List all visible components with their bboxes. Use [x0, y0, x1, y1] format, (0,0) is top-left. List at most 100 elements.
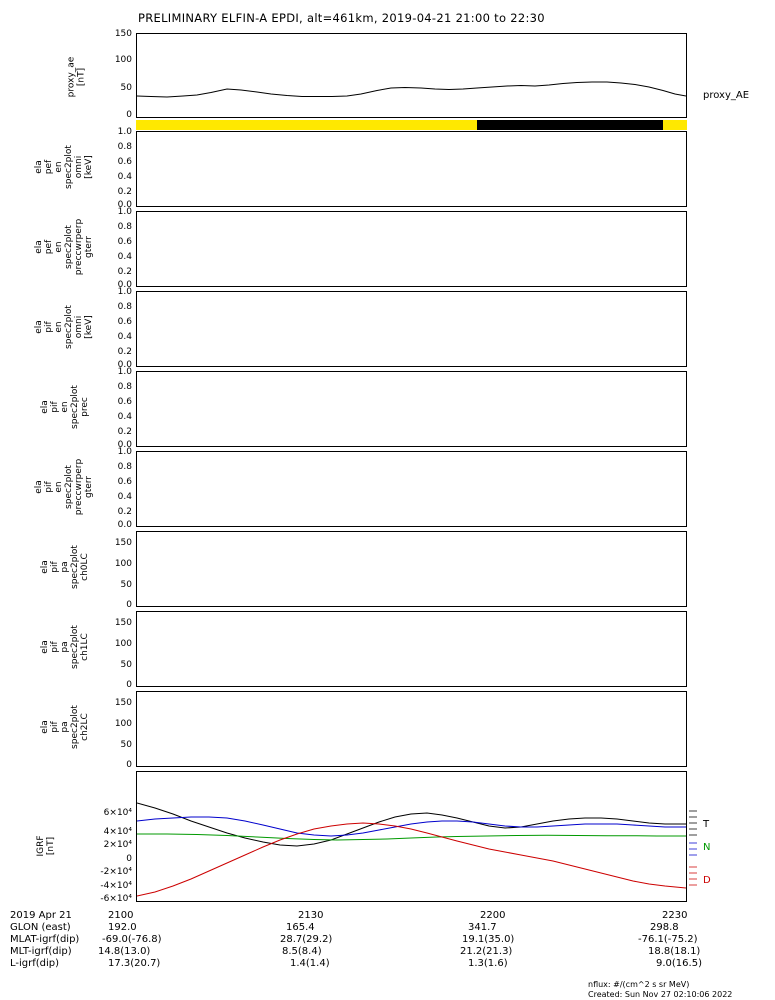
footer-units: nflux: #/(cm^2 s sr MeV)	[588, 980, 690, 989]
page-title: PRELIMINARY ELFIN-A EPDI, alt=461km, 201…	[138, 11, 545, 25]
xaxis-mlat-3: -76.1(-75.2)	[638, 934, 698, 945]
ylabel-p7-l4: spec2plot	[70, 545, 80, 589]
ylabel-p3-l2: pef	[44, 239, 54, 255]
ytick-igrf-m4e4: -4×10⁴	[100, 881, 132, 891]
ytick-p7-50: 50	[120, 580, 132, 590]
ylabel-p2-l2: pef	[44, 159, 54, 175]
panel-ela-pif-en-prec	[136, 371, 687, 447]
ylabel-p7-l1: ela	[40, 560, 50, 574]
ytick-p4-08: 0.8	[117, 302, 132, 312]
ylabel-p8-l5: ch1LC	[80, 633, 90, 661]
ylabel-p9-l5: ch2LC	[80, 713, 90, 741]
ytick-igrf-m6e4: -6×10⁴	[100, 894, 132, 904]
ylabel-p8-l2: pif	[50, 641, 60, 653]
ylabel-p7-l5: ch0LC	[80, 553, 90, 581]
ytick-p4-04: 0.4	[117, 332, 132, 342]
xaxis-glon-2: 341.7	[468, 922, 497, 933]
status-bar-black	[477, 120, 663, 130]
ylabel-ela-pif-en-prec: ela pif en spec2plot prec	[30, 371, 98, 447]
ylabel-p5-l5: prec	[80, 397, 90, 417]
ytick-p6-0: 0.0	[117, 520, 132, 530]
ylabel-ch2LC: ela pif pa spec2plot ch2LC	[30, 691, 98, 767]
ytick-igrf-0: 0	[126, 854, 132, 864]
ytick-p2-08: 0.8	[117, 142, 132, 152]
ylabel-p6-l1: ela	[34, 480, 44, 494]
panel-igrf	[136, 771, 687, 902]
ytick-p2-1: 1.0	[117, 127, 132, 137]
ylabel-p3-l5: preccwrperp	[74, 218, 84, 276]
xaxis-row-label-0: 2019 Apr 21	[10, 910, 72, 921]
ytick-p6-06: 0.6	[117, 477, 132, 487]
ytick-igrf-m2e4: -2×10⁴	[100, 867, 132, 877]
panel-ela-pif-pa-ch1LC	[136, 611, 687, 687]
panel-ela-pif-pa-ch0LC	[136, 531, 687, 607]
xaxis-glon-1: 165.4	[286, 922, 315, 933]
ylabel-p9-l4: spec2plot	[70, 705, 80, 749]
ylabel-p2-l3: en	[54, 161, 64, 173]
ylabel-p6-l3: en	[54, 481, 64, 493]
ylabel-p5-l1: ela	[40, 400, 50, 414]
ytick-p4-0: 0.0	[117, 360, 132, 370]
ylabel-p9-l3: pa	[60, 721, 70, 733]
ylabel-p4-l5: omni	[74, 315, 84, 339]
ytick-p7-100: 100	[114, 559, 132, 569]
ytick-proxy-ae-0: 0	[126, 110, 132, 120]
ytick-p6-1: 1.0	[117, 447, 132, 457]
xtick-2230: 2230	[662, 910, 688, 921]
ylabel-ela-pef-en-preccwrperpgterr: ela pef en spec2plot preccwrperp gterr	[20, 211, 98, 287]
ytick-p4-1: 1.0	[117, 287, 132, 297]
xtick-2130: 2130	[298, 910, 324, 921]
ytick-p3-02: 0.2	[117, 267, 132, 277]
xaxis-l-0: 17.3(20.7)	[108, 958, 161, 969]
ylabel-p4-l1: ela	[34, 320, 44, 334]
ylabel-ela-pef-en-omni: ela pef en spec2plot omni [keV]	[20, 131, 98, 207]
legend-igrf-d: D	[703, 875, 711, 886]
ytick-proxy-ae-100: 100	[114, 55, 132, 65]
ylabel-igrf: IGRF [nT]	[28, 800, 68, 890]
ytick-p3-04: 0.4	[117, 252, 132, 262]
ylabel-p5-l3: en	[60, 401, 70, 413]
panel-ela-pef-en-omni	[136, 131, 687, 207]
xaxis-glon-3: 298.8	[650, 922, 679, 933]
xaxis-mlat-0: -69.0(-76.8)	[102, 934, 162, 945]
ytick-p3-1: 1.0	[117, 207, 132, 217]
ytick-p3-06: 0.6	[117, 237, 132, 247]
ylabel-p4-l3: en	[54, 321, 64, 333]
legend-igrf-t: T	[703, 819, 710, 830]
ytick-igrf-6e4: 6×10⁴	[103, 808, 132, 818]
ytick-proxy-ae-50: 50	[120, 83, 132, 93]
ytick-p4-06: 0.6	[117, 317, 132, 327]
ytick-p9-100: 100	[114, 719, 132, 729]
ytick-p5-06: 0.6	[117, 397, 132, 407]
ytick-p2-04: 0.4	[117, 172, 132, 182]
panel-proxy-ae	[136, 33, 687, 118]
ylabel-p8-l3: pa	[60, 641, 70, 653]
xaxis-row-label-1: GLON (east)	[10, 922, 71, 933]
xaxis-mlt-0: 14.8(13.0)	[98, 946, 151, 957]
ytick-p4-02: 0.2	[117, 347, 132, 357]
ylabel-p5-l2: pif	[50, 401, 60, 413]
ylabel-p4-l6: [keV]	[84, 315, 94, 339]
panel-ela-pif-pa-ch2LC	[136, 691, 687, 767]
ytick-p9-0: 0	[126, 760, 132, 770]
xtick-2200: 2200	[480, 910, 506, 921]
ylabel-p3-l6: gterr	[84, 235, 94, 259]
ylabel-ch0LC: ela pif pa spec2plot ch0LC	[30, 531, 98, 607]
ytick-p8-150: 150	[114, 618, 132, 628]
igrf-right-edge-marks	[689, 810, 697, 886]
ylabel-p5-l4: spec2plot	[70, 385, 80, 429]
xaxis-glon-0: 192.0	[108, 922, 137, 933]
ytick-p5-02: 0.2	[117, 427, 132, 437]
ytick-p9-150: 150	[114, 698, 132, 708]
ytick-p5-1: 1.0	[117, 367, 132, 377]
ytick-p2-06: 0.6	[117, 157, 132, 167]
ylabel-p3-l3: en	[54, 241, 64, 253]
ylabel-p7-l3: pa	[60, 561, 70, 573]
ylabel-igrf-l1: IGRF	[36, 835, 46, 857]
ylabel-p3-l4: spec2plot	[64, 225, 74, 269]
xaxis-mlt-2: 21.2(21.3)	[460, 946, 513, 957]
panel-ela-pif-en-preccwrperpgterr	[136, 451, 687, 527]
ytick-p2-0: 0.0	[117, 200, 132, 210]
ytick-p5-08: 0.8	[117, 382, 132, 392]
